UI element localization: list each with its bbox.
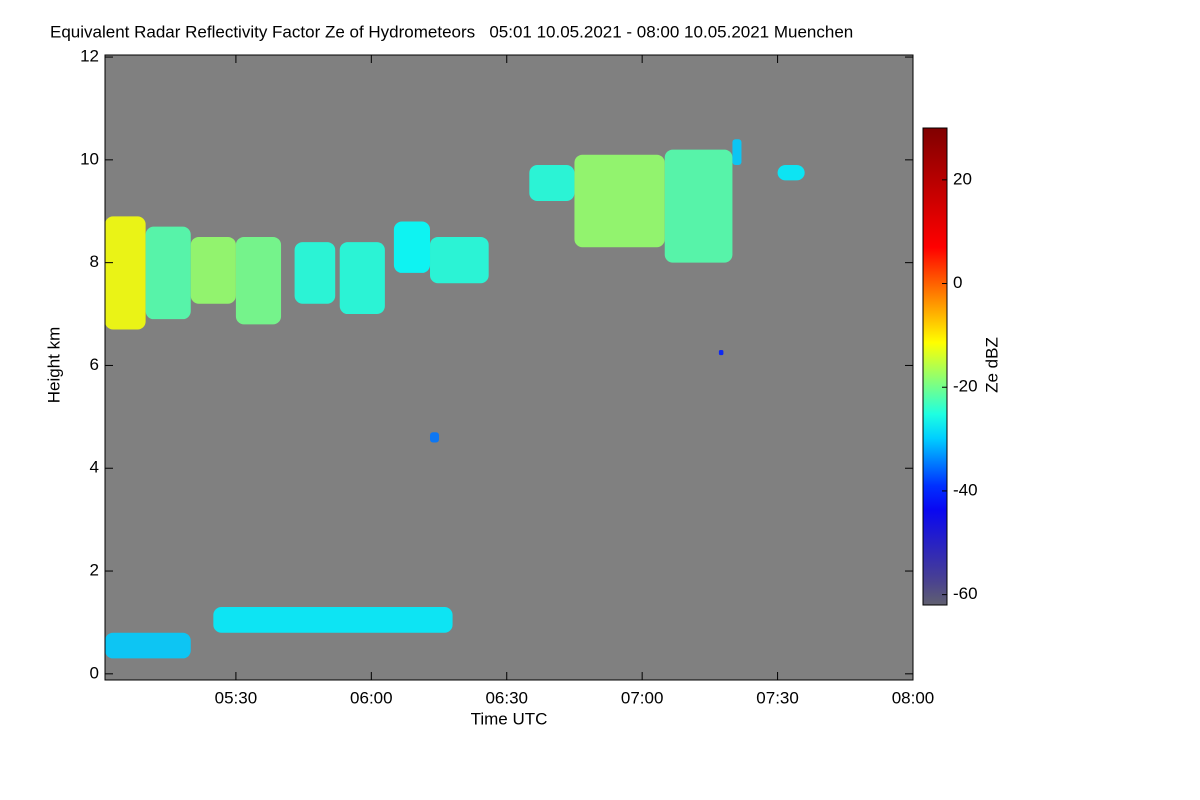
echo-cell bbox=[339, 242, 385, 315]
y-axis-label: Height km bbox=[44, 327, 63, 404]
x-tick-label: 06:00 bbox=[350, 688, 393, 707]
y-tick-label: 10 bbox=[80, 149, 99, 168]
colorbar-tick-label: -40 bbox=[953, 480, 978, 499]
echo-cell bbox=[393, 221, 431, 273]
echo-cell bbox=[574, 154, 665, 248]
colorbar-label: Ze dBZ bbox=[982, 337, 1001, 393]
x-tick-label: 08:00 bbox=[892, 688, 935, 707]
echo-cell bbox=[430, 236, 489, 284]
x-axis-label: Time UTC bbox=[471, 709, 548, 728]
x-tick-label: 06:30 bbox=[485, 688, 528, 707]
echo-cell bbox=[105, 216, 146, 330]
echo-cell bbox=[664, 149, 733, 263]
colorbar-tick-label: 0 bbox=[953, 273, 962, 292]
y-tick-label: 8 bbox=[90, 252, 99, 271]
plot-area bbox=[105, 55, 913, 680]
colorbar-tick-label: 20 bbox=[953, 169, 972, 188]
y-tick-label: 12 bbox=[80, 47, 99, 66]
echo-cell bbox=[213, 607, 453, 633]
x-tick-label: 07:30 bbox=[756, 688, 799, 707]
echo-cell bbox=[145, 226, 191, 320]
chart-title: Equivalent Radar Reflectivity Factor Ze … bbox=[50, 22, 853, 41]
echo-cell bbox=[294, 242, 336, 304]
y-tick-label: 4 bbox=[90, 458, 99, 477]
x-tick-label: 07:00 bbox=[621, 688, 664, 707]
echo-cell bbox=[529, 164, 575, 201]
echo-cell bbox=[732, 139, 742, 165]
y-tick-label: 0 bbox=[90, 663, 99, 682]
echo-cell bbox=[718, 350, 724, 356]
echo-cell bbox=[190, 236, 236, 304]
y-tick-label: 2 bbox=[90, 561, 99, 580]
echo-cell bbox=[235, 236, 282, 325]
colorbar-tick-label: -60 bbox=[953, 584, 978, 603]
plot-frame bbox=[104, 54, 914, 681]
y-tick-label: 6 bbox=[90, 355, 99, 374]
echo-cell bbox=[430, 432, 440, 443]
echo-cell bbox=[105, 632, 191, 659]
colorbar bbox=[922, 127, 948, 606]
colorbar-tick-label: -20 bbox=[953, 377, 978, 396]
x-tick-label: 05:30 bbox=[215, 688, 258, 707]
echo-cell bbox=[777, 164, 805, 181]
